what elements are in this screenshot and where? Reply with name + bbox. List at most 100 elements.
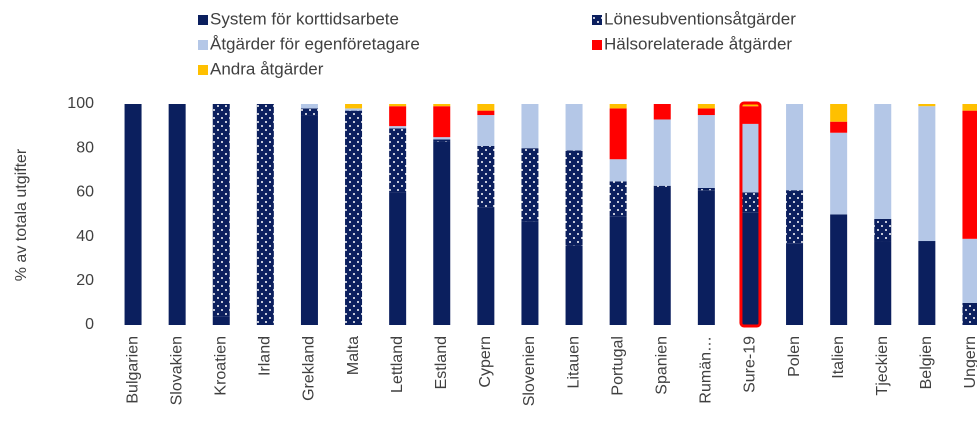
- bar-segment: [786, 190, 804, 244]
- legend-swatch: [198, 15, 208, 25]
- bar-segment: [300, 115, 318, 325]
- bar-segment: [168, 104, 186, 325]
- x-tick-label: Slovenien: [521, 336, 538, 406]
- bar-segment: [433, 141, 451, 325]
- bar-segment: [653, 119, 671, 186]
- bar-segment: [830, 214, 848, 325]
- bar-segment: [609, 159, 627, 182]
- bar-segment: [741, 123, 759, 193]
- legend-label: System för korttidsarbete: [210, 9, 399, 28]
- bar-segment: [697, 187, 715, 191]
- legend-label: Lönesubventionsåtgärder: [604, 9, 796, 28]
- x-tick-label: Grekland: [301, 336, 318, 401]
- bar-segment: [389, 106, 407, 127]
- x-tick-label: Cypern: [477, 336, 494, 388]
- bar-segment: [477, 145, 495, 208]
- x-tick-label: Portugal: [609, 336, 626, 396]
- bar-segment: [521, 148, 539, 222]
- bar-segment: [830, 132, 848, 215]
- legend-label: Andra åtgärder: [210, 59, 324, 78]
- y-tick-label: 80: [76, 139, 94, 156]
- x-tick-label: Irland: [257, 336, 274, 376]
- legend-swatch: [592, 15, 602, 25]
- bar-segment: [300, 108, 318, 116]
- bar-segment: [565, 245, 583, 325]
- bar-segment: [609, 181, 627, 217]
- x-tick-label: Belgien: [918, 336, 935, 389]
- x-tick-label: Bulgarien: [124, 336, 141, 404]
- bar-segment: [874, 218, 892, 242]
- bar-segment: [256, 104, 274, 325]
- bar-segment: [565, 104, 583, 151]
- bar-segment: [389, 128, 407, 193]
- legend-swatch: [198, 40, 208, 50]
- bar-segment: [389, 104, 407, 107]
- bar-segment: [433, 106, 451, 138]
- bar-segment: [609, 216, 627, 325]
- bar-segment: [697, 104, 715, 109]
- bar-segment: [962, 302, 977, 325]
- bar-segment: [212, 316, 230, 325]
- x-tick-label: Ungern: [962, 336, 977, 388]
- highlight-outline: [739, 101, 762, 328]
- bar-segment: [830, 104, 848, 122]
- x-tick-label: Italien: [830, 336, 847, 379]
- bar-segment: [521, 104, 539, 149]
- bar-segment: [345, 104, 363, 109]
- legend-label: Åtgärder för egenföretagare: [210, 34, 420, 53]
- bar-segment: [521, 221, 539, 325]
- bar-segment: [874, 241, 892, 325]
- bar-segment: [786, 243, 804, 325]
- bar-segment: [918, 104, 936, 107]
- bar-segment: [697, 108, 715, 116]
- bar-segment: [212, 104, 230, 317]
- bar-segment: [653, 187, 671, 325]
- x-tick-label: Polen: [786, 336, 803, 377]
- bar-segment: [389, 126, 407, 129]
- bar-segment: [477, 207, 495, 325]
- x-tick-label: Slovakien: [168, 336, 185, 405]
- y-axis-label: % av totala utgifter: [13, 148, 30, 281]
- bar-segment: [786, 104, 804, 191]
- bar-segment: [830, 121, 848, 133]
- bar-segment: [874, 104, 892, 219]
- x-tick-label: Kroatien: [212, 336, 229, 396]
- legend-swatch: [592, 40, 602, 50]
- bar-segment: [918, 241, 936, 325]
- bar-segment: [433, 137, 451, 140]
- bar-segment: [741, 192, 759, 213]
- bar-segment: [918, 106, 936, 242]
- bar-segment: [124, 104, 142, 325]
- bar-segment: [653, 185, 671, 188]
- x-tick-label: Lettland: [389, 336, 406, 393]
- bar-segment: [741, 104, 759, 107]
- x-tick-label: Tjeckien: [874, 336, 891, 396]
- y-tick-label: 40: [76, 228, 94, 245]
- y-tick-label: 20: [76, 272, 94, 289]
- x-tick-label: Litauen: [565, 336, 582, 389]
- x-tick-label: Malta: [345, 336, 362, 375]
- bar-segment: [741, 106, 759, 124]
- bar-segment: [433, 104, 451, 107]
- bar-segment: [477, 104, 495, 111]
- x-tick-label: Rumän…: [698, 336, 715, 404]
- y-tick-label: 100: [67, 95, 94, 112]
- x-tick-label: Sure-19: [742, 336, 759, 393]
- x-tick-label: Estland: [433, 336, 450, 389]
- bar-segment: [345, 108, 363, 111]
- bar-segment: [345, 110, 363, 325]
- bar-segment: [962, 104, 977, 111]
- bar-segment: [697, 115, 715, 188]
- bar-segment: [565, 150, 583, 246]
- bar-segment: [962, 238, 977, 303]
- legend-swatch: [198, 65, 208, 75]
- bar-segment: [962, 110, 977, 239]
- bar-segment: [477, 115, 495, 146]
- bar-segment: [653, 104, 671, 120]
- x-tick-label: Spanien: [653, 336, 670, 395]
- bar-segment: [609, 108, 627, 160]
- bar-segment: [741, 212, 759, 325]
- bar-segment: [300, 104, 318, 109]
- bar-segment: [477, 110, 495, 116]
